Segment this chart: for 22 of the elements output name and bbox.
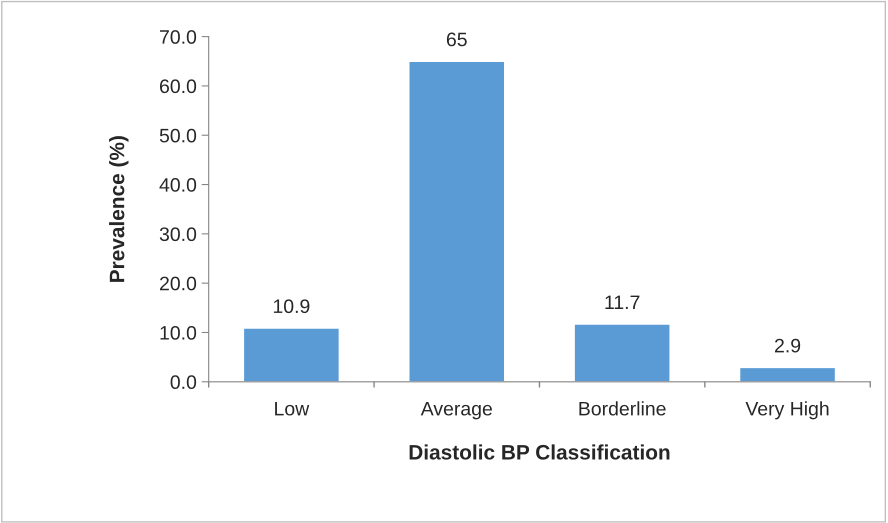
- x-tick-label: Low: [275, 402, 310, 416]
- data-label: 2.9: [775, 338, 800, 353]
- bar: [408, 60, 506, 382]
- y-tick-label: 10.0: [160, 326, 196, 340]
- y-tick-label: 70.0: [160, 30, 196, 44]
- bar: [738, 366, 836, 382]
- x-axis-title: Diastolic BP Classification: [410, 444, 670, 460]
- bar: [573, 323, 671, 382]
- y-tick-label: 50.0: [160, 128, 196, 142]
- y-tick-label: 20.0: [160, 276, 196, 290]
- data-label: 10.9: [274, 299, 310, 314]
- data-label: 11.7: [605, 296, 640, 309]
- bar: [242, 327, 340, 382]
- y-tick-label: 40.0: [159, 178, 196, 192]
- data-label: 65: [446, 32, 467, 46]
- x-tick-label: Average: [420, 402, 492, 420]
- x-tick-label: Borderline: [579, 401, 666, 416]
- y-tick-label: 30.0: [160, 227, 196, 242]
- y-axis-title: Prevalence (%): [109, 136, 128, 282]
- y-tick-label: 60.0: [160, 79, 196, 94]
- x-tick-label: Very High: [745, 401, 828, 420]
- y-tick-label: 0.0: [170, 375, 196, 390]
